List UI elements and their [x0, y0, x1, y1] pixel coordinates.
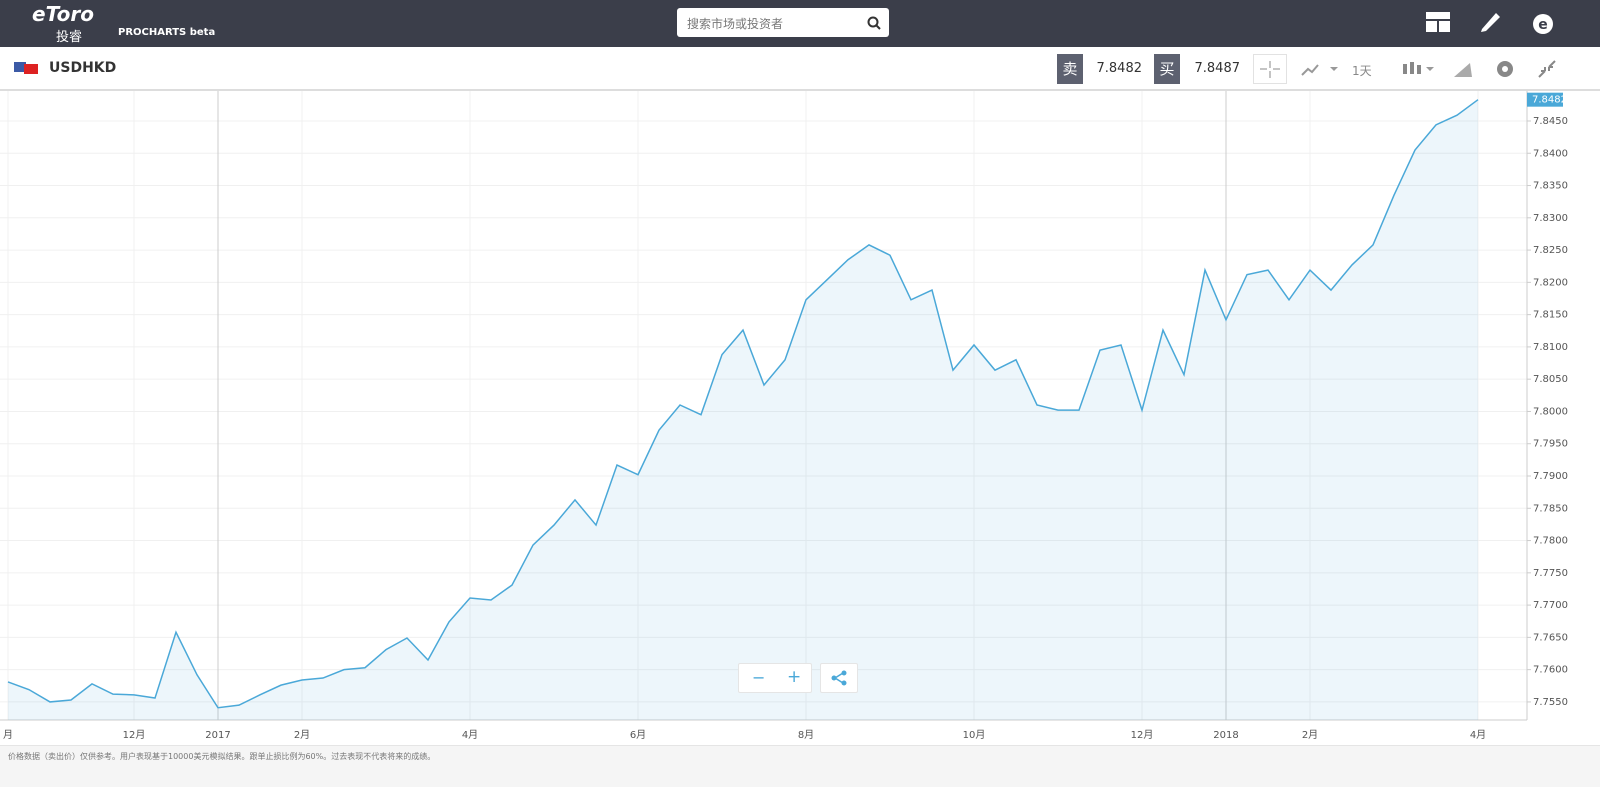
zoom-out[interactable]: − +: [738, 663, 812, 693]
sell-tag[interactable]: 卖: [1057, 54, 1083, 84]
header: eToro 投睿 PROCHARTS beta 搜索市场或投资者 e: [0, 0, 1600, 47]
crosshair-button[interactable]: [1253, 54, 1287, 84]
y-tick-label: 7.8350: [1533, 181, 1568, 192]
search-box[interactable]: 搜索市场或投资者: [677, 8, 889, 37]
layout-icon[interactable]: [1426, 12, 1450, 32]
y-tick-label: 7.7600: [1533, 665, 1568, 676]
last-price-box: [1527, 92, 1563, 107]
share-button[interactable]: [820, 663, 858, 693]
chart: 7.7550 7.7600 7.7650 7.7700 7.7750 7.7800 7.78…: [0, 90, 1600, 741]
interval[interactable]: 1天: [1352, 64, 1372, 78]
y-tick-label: 7.8150: [1533, 310, 1568, 321]
sell-price[interactable]: 7.8482: [1096, 61, 1143, 76]
y-tick-label: 7.8000: [1533, 406, 1568, 417]
chart-type-menu[interactable]: [1400, 59, 1436, 79]
search-icon: [867, 16, 881, 30]
x-tick-label: 6月: [630, 729, 646, 741]
symbol: USDHKD: [49, 60, 117, 76]
y-tick-label: 7.8200: [1533, 277, 1568, 288]
indicator-menu[interactable]: [1300, 59, 1340, 79]
minus-icon: −: [752, 668, 766, 687]
x-tick-label: 2月: [1302, 729, 1318, 741]
disclaimer: 价格数据（卖出价）仅供参考。用户表现基于10000美元模拟结果。跟单止损比例为6…: [8, 752, 436, 761]
collapse-icon[interactable]: [1537, 59, 1557, 79]
crosshair-icon: [1260, 61, 1280, 78]
x-tick-label: 12月: [1131, 729, 1154, 741]
y-tick-label: 7.7650: [1533, 632, 1568, 643]
y-tick-label: 7.7900: [1533, 471, 1568, 482]
x-tick-label: 12月: [123, 729, 146, 741]
logo-bottom: 投睿: [56, 30, 83, 45]
y-tick-label: 7.8050: [1533, 374, 1568, 385]
share-icon: [831, 670, 847, 686]
drawing-tool[interactable]: [1452, 59, 1474, 79]
y-tick-label: 7.7750: [1533, 568, 1568, 579]
profile-icon[interactable]: e: [1530, 10, 1556, 36]
footer: 价格数据（卖出价）仅供参考。用户表现基于10000美元模拟结果。跟单止损比例为6…: [0, 745, 1600, 787]
y-tick-label: 7.7850: [1533, 503, 1568, 514]
buy-price[interactable]: 7.8487: [1194, 61, 1241, 76]
svg-text:e: e: [1538, 17, 1548, 33]
area: [8, 99, 1478, 720]
x-tick-label: 8月: [798, 729, 814, 741]
draw-icon[interactable]: [1478, 9, 1504, 35]
y-tick-label: 7.7550: [1533, 697, 1568, 708]
buy-tag[interactable]: 买: [1154, 54, 1180, 84]
toolbar: USDHKD 卖 7.8482 买 7.8487 1天: [0, 47, 1600, 90]
y-tick-label: 7.8100: [1533, 342, 1568, 353]
y-tick-label: 7.7800: [1533, 536, 1568, 547]
y-tick-label: 7.8300: [1533, 213, 1568, 224]
search-placeholder: 搜索市场或投资者: [687, 17, 784, 31]
product-name: PROCHARTS beta: [118, 27, 216, 38]
line: [7, 99, 1479, 709]
settings-icon[interactable]: [1494, 58, 1516, 80]
y-tick-label: 7.8250: [1533, 245, 1568, 256]
y-tick-label: 7.7700: [1533, 600, 1568, 611]
x-tick-label: 4月: [462, 729, 478, 741]
x-tick-label: 月: [3, 729, 13, 741]
logo[interactable]: eToro 投睿: [22, 0, 102, 47]
x-tick-label: 10月: [963, 729, 986, 741]
y-tick-label: 7.7950: [1533, 439, 1568, 450]
x-tick-label: 2018: [1213, 730, 1238, 741]
plus-icon: +: [787, 667, 802, 687]
flag-icon: [14, 62, 38, 74]
y-tick-label: 7.8450: [1533, 116, 1568, 127]
y-tick-label: 7.8400: [1533, 148, 1568, 159]
x-tick-label: 2017: [205, 730, 230, 741]
last-price-label: 7.8482: [1532, 95, 1567, 106]
x-tick-label: 2月: [294, 729, 310, 741]
x-tick-label: 4月: [1470, 729, 1486, 741]
logo-top: eToro: [32, 2, 94, 26]
